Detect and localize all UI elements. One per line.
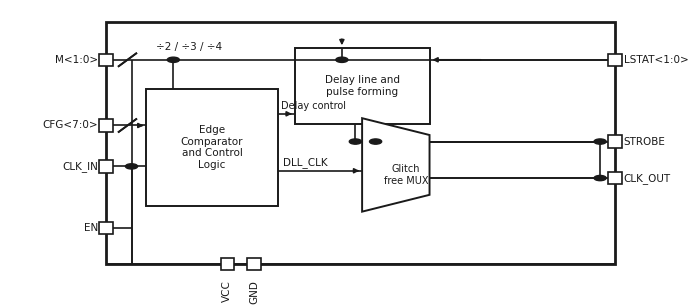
Circle shape — [594, 176, 606, 181]
Bar — [608, 172, 622, 184]
Circle shape — [594, 139, 606, 144]
Bar — [106, 22, 615, 264]
Bar — [220, 258, 234, 270]
Text: Edge
Comparator
and Control
Logic: Edge Comparator and Control Logic — [181, 125, 244, 170]
Text: Delay control: Delay control — [281, 101, 346, 111]
Bar — [99, 54, 113, 66]
Text: CLK_IN: CLK_IN — [62, 161, 98, 172]
Bar — [295, 48, 430, 124]
Bar — [99, 221, 113, 234]
Bar — [608, 54, 622, 66]
Circle shape — [125, 164, 138, 169]
Bar — [608, 136, 622, 148]
Text: LSTAT<1:0>: LSTAT<1:0> — [624, 55, 689, 65]
Bar — [99, 160, 113, 172]
Text: CLK_OUT: CLK_OUT — [624, 172, 671, 184]
Circle shape — [336, 57, 348, 63]
Text: ÷2 / ÷3 / ÷4: ÷2 / ÷3 / ÷4 — [157, 43, 223, 52]
Bar — [146, 89, 278, 206]
Text: STROBE: STROBE — [624, 136, 666, 147]
Text: Delay line and
pulse forming: Delay line and pulse forming — [325, 75, 400, 97]
Polygon shape — [362, 118, 430, 212]
Text: EN: EN — [83, 223, 98, 233]
Text: DLL_CLK: DLL_CLK — [284, 157, 328, 168]
Bar — [99, 120, 113, 132]
Text: Glitch
free MUX: Glitch free MUX — [384, 164, 428, 186]
Text: CFG<7:0>: CFG<7:0> — [42, 120, 98, 131]
Text: M<1:0>: M<1:0> — [55, 55, 98, 65]
Text: GND: GND — [249, 280, 259, 304]
Circle shape — [167, 57, 179, 63]
Circle shape — [370, 139, 382, 144]
Circle shape — [349, 139, 361, 144]
Bar — [248, 258, 261, 270]
Text: VCC: VCC — [223, 280, 232, 302]
